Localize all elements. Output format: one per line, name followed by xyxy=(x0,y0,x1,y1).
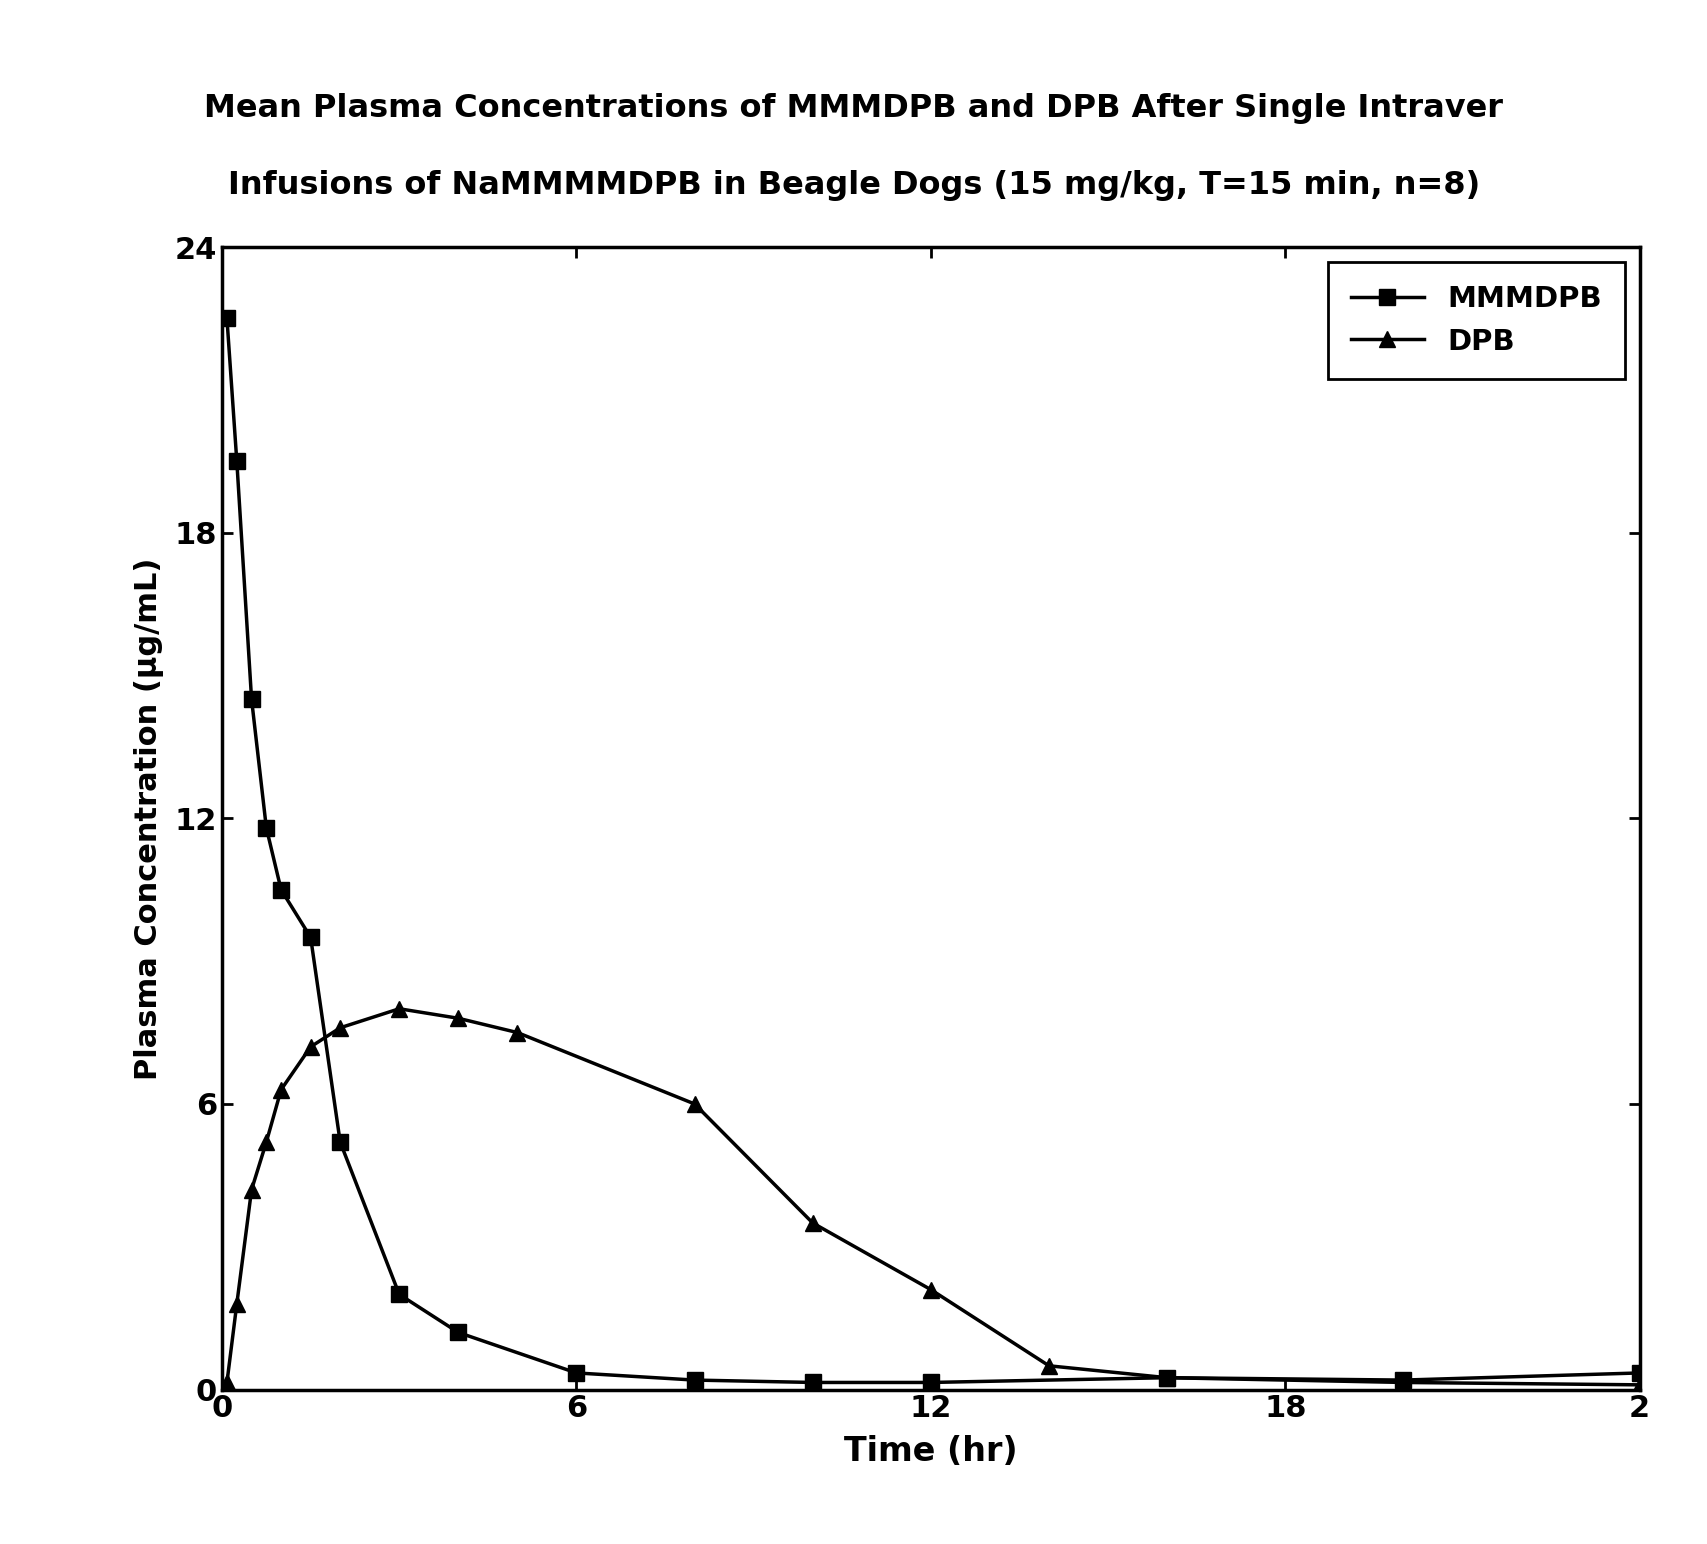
MMMDPB xyxy=(256,818,277,837)
DPB xyxy=(241,1180,261,1198)
MMMDPB xyxy=(447,1323,468,1342)
DPB xyxy=(227,1294,248,1312)
MMMDPB xyxy=(802,1373,823,1391)
DPB xyxy=(1628,1376,1649,1394)
DPB xyxy=(507,1024,527,1042)
MMMDPB xyxy=(300,928,321,946)
DPB xyxy=(685,1095,705,1113)
Line: DPB: DPB xyxy=(218,1001,1647,1393)
MMMDPB xyxy=(1393,1371,1413,1390)
MMMDPB xyxy=(685,1371,705,1390)
DPB xyxy=(1156,1368,1176,1387)
DPB xyxy=(920,1280,941,1299)
MMMDPB xyxy=(1156,1368,1176,1387)
Text: Mean Plasma Concentrations of MMMDPB and DPB After Single Intraver: Mean Plasma Concentrations of MMMDPB and… xyxy=(205,93,1502,124)
MMMDPB xyxy=(227,452,248,471)
DPB xyxy=(256,1133,277,1152)
MMMDPB xyxy=(271,880,292,899)
Text: Infusions of NaMMMMDPB in Beagle Dogs (15 mg/kg, T=15 min, n=8): Infusions of NaMMMMDPB in Beagle Dogs (1… xyxy=(227,170,1480,201)
DPB xyxy=(217,1373,237,1391)
DPB xyxy=(329,1019,350,1038)
MMMDPB xyxy=(329,1133,350,1152)
DPB xyxy=(300,1038,321,1056)
DPB xyxy=(1038,1357,1058,1376)
DPB xyxy=(271,1081,292,1099)
MMMDPB xyxy=(1628,1363,1649,1382)
DPB xyxy=(802,1214,823,1232)
DPB xyxy=(389,999,410,1017)
MMMDPB xyxy=(565,1363,587,1382)
DPB xyxy=(1393,1373,1413,1391)
DPB xyxy=(447,1010,468,1028)
Y-axis label: Plasma Concentration (μg/mL): Plasma Concentration (μg/mL) xyxy=(133,557,164,1079)
Line: MMMDPB: MMMDPB xyxy=(218,310,1646,1390)
MMMDPB xyxy=(241,690,261,709)
MMMDPB xyxy=(920,1373,941,1391)
MMMDPB xyxy=(389,1285,410,1303)
MMMDPB xyxy=(217,309,237,327)
X-axis label: Time (hr): Time (hr) xyxy=(843,1434,1017,1468)
Legend: MMMDPB, DPB: MMMDPB, DPB xyxy=(1326,261,1623,378)
